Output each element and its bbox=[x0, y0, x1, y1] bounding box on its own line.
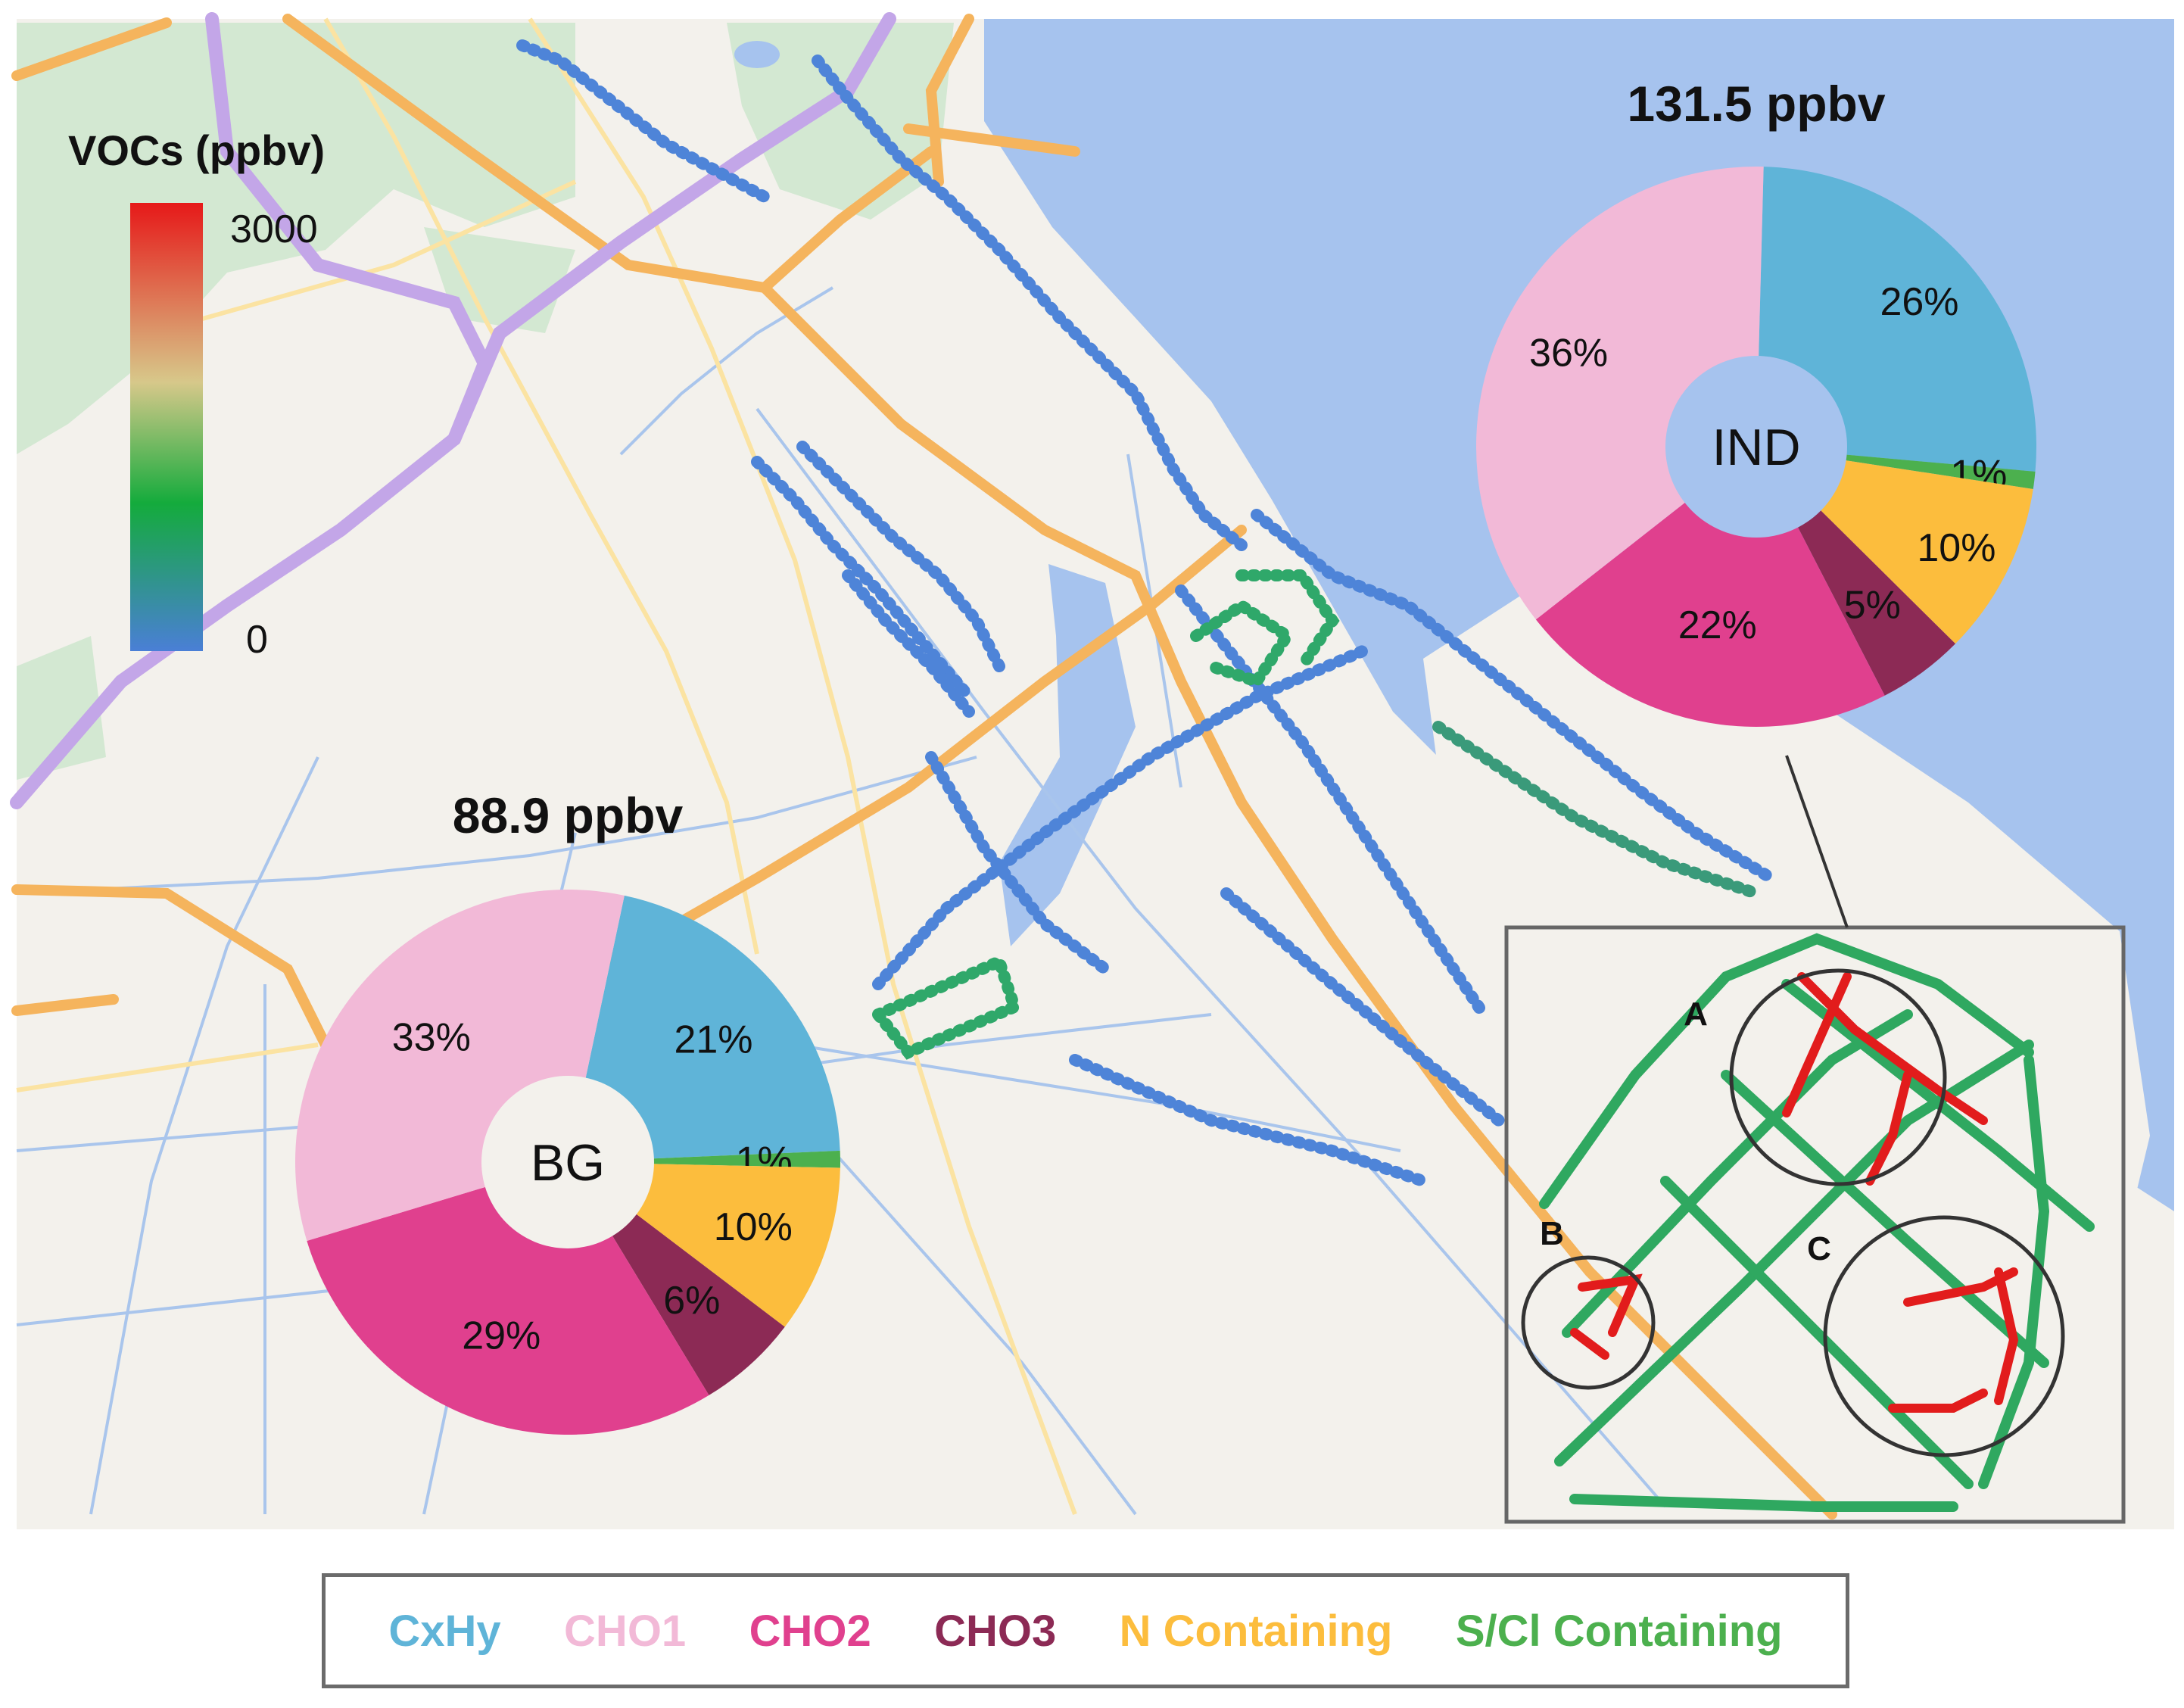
monitoring-tracks bbox=[516, 39, 1777, 1187]
reservoirs bbox=[734, 41, 1136, 946]
legend-item-scl-containing: S/Cl Containing bbox=[1455, 1606, 1783, 1656]
zoom-frame bbox=[1504, 925, 2126, 1524]
pie-total-title: 88.9 ppbv bbox=[453, 787, 684, 843]
pie-center-hole bbox=[481, 1076, 654, 1248]
pie-center-label: IND bbox=[1712, 419, 1800, 476]
legend-item-cho1: CHO1 bbox=[564, 1606, 687, 1656]
category-legend: CxHy CHO1 CHO2 CHO3 N Containing S/Cl Co… bbox=[322, 1573, 1849, 1688]
pie-slice-label: 26% bbox=[1880, 280, 1958, 324]
colorbar-max-label: 3000 bbox=[230, 207, 318, 251]
pie-slice-label: 29% bbox=[462, 1314, 541, 1358]
pie-slice bbox=[568, 895, 840, 1162]
pie-slice-label: 21% bbox=[674, 1018, 752, 1061]
pie-slice-label: 10% bbox=[714, 1205, 793, 1249]
pie-slice bbox=[1535, 447, 1885, 728]
pie-slice-label: 6% bbox=[663, 1279, 720, 1323]
hotspot-label-c: C bbox=[1807, 1230, 1831, 1267]
pie-center-hole bbox=[1665, 356, 1847, 538]
pie-slice-label: 10% bbox=[1917, 526, 1996, 570]
legend-item-cxhy: CxHy bbox=[388, 1606, 501, 1656]
pie-slice-label: 5% bbox=[1844, 584, 1901, 628]
hotspot-label-b: B bbox=[1540, 1215, 1564, 1252]
colorbar-min-label: 0 bbox=[246, 618, 268, 662]
pie-total-title: 131.5 ppbv bbox=[1627, 76, 1885, 132]
industrial-hotspot-zone bbox=[1539, 933, 2095, 1512]
hotspot-circle-b bbox=[1521, 1255, 1656, 1390]
legend-item-cho3: CHO3 bbox=[934, 1606, 1057, 1656]
colorbar-title: VOCs (ppbv) bbox=[68, 126, 325, 174]
pie-slice-label: 22% bbox=[1678, 603, 1757, 647]
colorbar: VOCs (ppbv) 3000 0 bbox=[68, 126, 325, 662]
pie-slice bbox=[1476, 167, 1764, 620]
pie-center-label: BG bbox=[531, 1134, 605, 1192]
pie-slice-label: 33% bbox=[392, 1015, 471, 1059]
pie-slice bbox=[568, 1150, 840, 1168]
colorbar-gradient bbox=[130, 203, 203, 651]
legend-item-cho2: CHO2 bbox=[749, 1606, 871, 1656]
hotspot-label-a: A bbox=[1684, 996, 1708, 1033]
legend-item-n-containing: N Containing bbox=[1119, 1606, 1393, 1656]
pie-slice-label: 36% bbox=[1529, 331, 1608, 375]
expressway bbox=[447, 12, 896, 446]
hotspot-circle-a bbox=[1729, 968, 1947, 1186]
connector-line bbox=[1785, 755, 1849, 928]
hotspot-circle-c bbox=[1823, 1215, 2065, 1457]
